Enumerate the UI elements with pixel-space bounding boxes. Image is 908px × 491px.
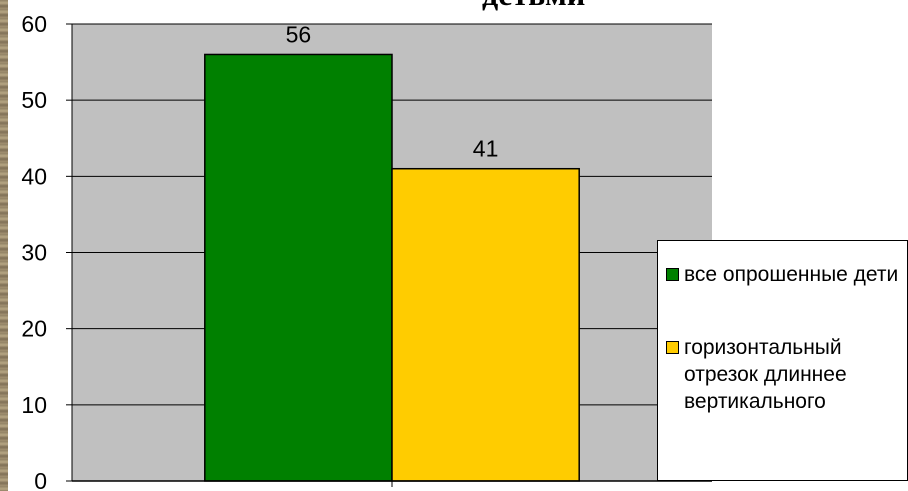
legend-item-horizontal-longer: горизонтальный отрезок длиннее вертикаль… (666, 334, 901, 415)
y-axis: 0 10 20 30 40 50 60 (21, 11, 73, 491)
y-tick-label: 40 (21, 163, 47, 189)
chart-title: детьми (482, 0, 585, 10)
y-tick-label: 60 (21, 11, 47, 37)
bar (204, 53, 393, 482)
y-tick-label: 30 (21, 240, 47, 266)
legend-item-all-children: все опрошенные дети (666, 261, 901, 288)
y-tick-label: 20 (21, 316, 47, 342)
bars (204, 53, 580, 482)
legend-label: горизонтальный отрезок длиннее вертикаль… (684, 336, 847, 413)
data-labels: 56 41 (286, 21, 499, 161)
y-tick-label: 10 (21, 392, 47, 418)
data-label: 56 (286, 21, 312, 47)
data-label: 41 (473, 136, 499, 162)
y-tick-label: 0 (34, 468, 47, 491)
y-tick-label: 50 (21, 87, 47, 113)
legend-swatch-green (666, 268, 679, 281)
x-axis (72, 480, 712, 487)
slide-background-texture (0, 0, 8, 491)
legend-label: все опрошенные дети (684, 263, 899, 286)
legend: все опрошенные дети горизонтальный отрез… (657, 240, 908, 481)
legend-swatch-yellow (666, 341, 679, 354)
bar (391, 167, 580, 482)
